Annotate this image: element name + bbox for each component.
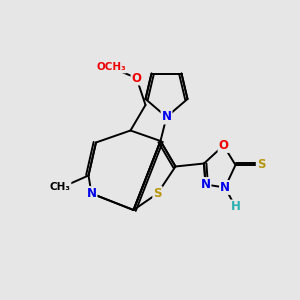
Text: CH₃: CH₃ xyxy=(50,182,70,193)
Text: N: N xyxy=(200,178,211,191)
Text: O: O xyxy=(131,71,142,85)
Text: OCH₃: OCH₃ xyxy=(96,62,126,73)
Text: O: O xyxy=(218,139,229,152)
Text: S: S xyxy=(257,158,265,172)
Text: N: N xyxy=(220,181,230,194)
Text: N: N xyxy=(86,187,97,200)
Text: H: H xyxy=(231,200,240,214)
Text: N: N xyxy=(161,110,172,124)
Text: S: S xyxy=(153,187,162,200)
